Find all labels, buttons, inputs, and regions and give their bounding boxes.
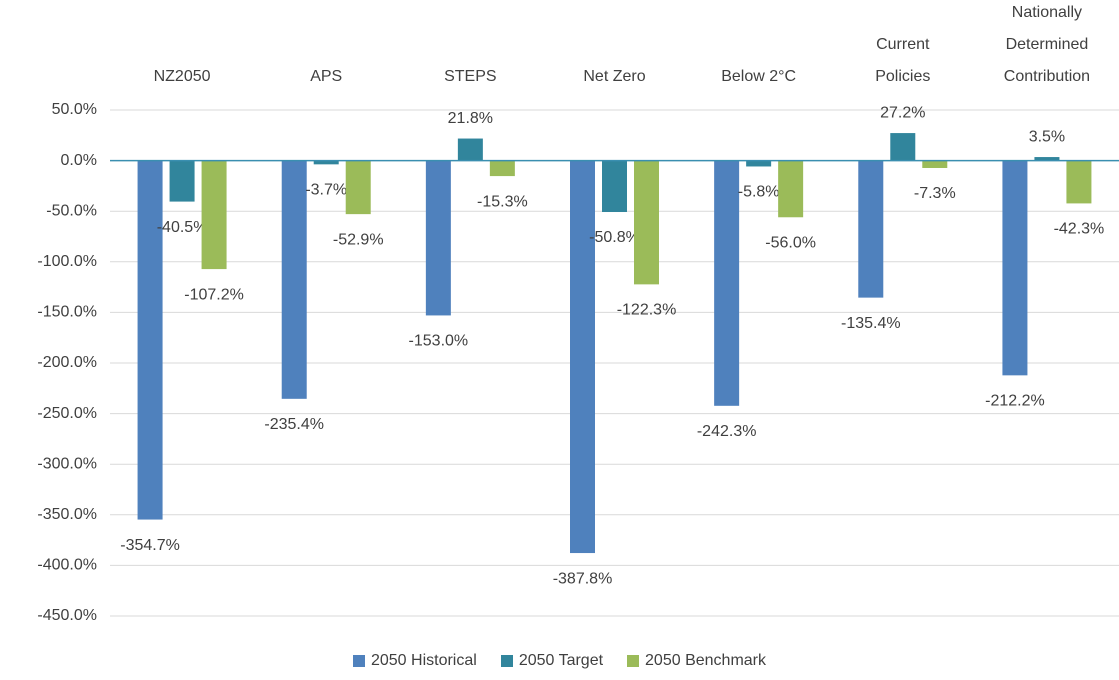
category-label: NZ2050	[153, 68, 211, 85]
bar	[137, 160, 163, 520]
bar	[746, 160, 772, 167]
legend-label: 2050 Historical	[370, 652, 477, 669]
data-label: 27.2%	[880, 104, 925, 121]
bar	[714, 160, 740, 406]
bar	[489, 160, 515, 177]
bar	[570, 160, 595, 554]
data-label: -235.4%	[264, 416, 324, 433]
category-label: Nationally Determined Contribution	[1003, 4, 1091, 85]
data-label: -56.0%	[765, 234, 816, 251]
legend-item: 2050 Historical	[352, 652, 477, 670]
y-tick-label: -350.0%	[37, 506, 97, 523]
bar	[602, 160, 627, 213]
y-tick-label: 50.0%	[52, 101, 97, 118]
bar	[457, 138, 483, 161]
legend-label: 2050 Target	[518, 652, 604, 669]
data-label: -242.3%	[697, 423, 757, 440]
legend-label: 2050 Benchmark	[645, 652, 766, 669]
bar	[425, 160, 451, 316]
y-tick-label: -300.0%	[37, 455, 97, 472]
category-label: APS	[310, 68, 343, 85]
y-tick-label: -400.0%	[37, 557, 97, 574]
bar	[345, 160, 371, 215]
data-label: -42.3%	[1054, 221, 1105, 238]
data-label: 3.5%	[1029, 128, 1065, 145]
data-label: -212.2%	[985, 393, 1045, 410]
bar	[281, 160, 307, 399]
data-label: -50.8%	[589, 229, 640, 246]
data-label: -107.2%	[184, 286, 244, 303]
y-tick-label: -100.0%	[37, 253, 97, 270]
bar	[634, 160, 659, 285]
bar	[169, 160, 195, 202]
data-label: -3.7%	[305, 182, 347, 199]
data-label: -5.8%	[738, 184, 780, 201]
bar	[1034, 157, 1060, 161]
data-label: -7.3%	[914, 185, 956, 202]
bar	[778, 160, 804, 218]
data-label: -387.8%	[553, 570, 613, 587]
legend-item: 2050 Target	[500, 652, 604, 670]
data-label: -135.4%	[841, 315, 901, 332]
bar	[201, 160, 227, 270]
y-tick-label: 0.0%	[61, 152, 97, 169]
y-tick-label: -150.0%	[37, 304, 97, 321]
data-label: -15.3%	[477, 193, 528, 210]
y-tick-label: -50.0%	[46, 202, 97, 219]
bar	[313, 160, 339, 165]
data-label: -122.3%	[617, 302, 677, 319]
legend-swatch	[500, 655, 513, 667]
category-label: Below 2°C	[721, 68, 797, 85]
y-tick-label: -450.0%	[37, 607, 97, 624]
category-label: STEPS	[444, 68, 497, 85]
legend-item: 2050 Benchmark	[627, 652, 766, 670]
bar	[922, 160, 948, 168]
legend: 2050 Historical 2050 Target 2050 Benchmark	[0, 652, 1119, 670]
legend-swatch	[627, 655, 640, 667]
bar	[1002, 160, 1028, 376]
category-label: Net Zero	[583, 68, 646, 85]
data-label: -40.5%	[157, 219, 208, 236]
bar	[1066, 160, 1092, 204]
bar	[890, 133, 916, 161]
data-label: -153.0%	[409, 333, 469, 350]
y-tick-label: -250.0%	[37, 405, 97, 422]
category-label: Current Policies	[875, 36, 931, 85]
data-label: -52.9%	[333, 231, 384, 248]
data-label: 21.8%	[448, 110, 493, 127]
legend-swatch	[352, 655, 365, 667]
data-label: -354.7%	[120, 537, 180, 554]
y-tick-label: -200.0%	[37, 354, 97, 371]
bar	[858, 160, 884, 298]
